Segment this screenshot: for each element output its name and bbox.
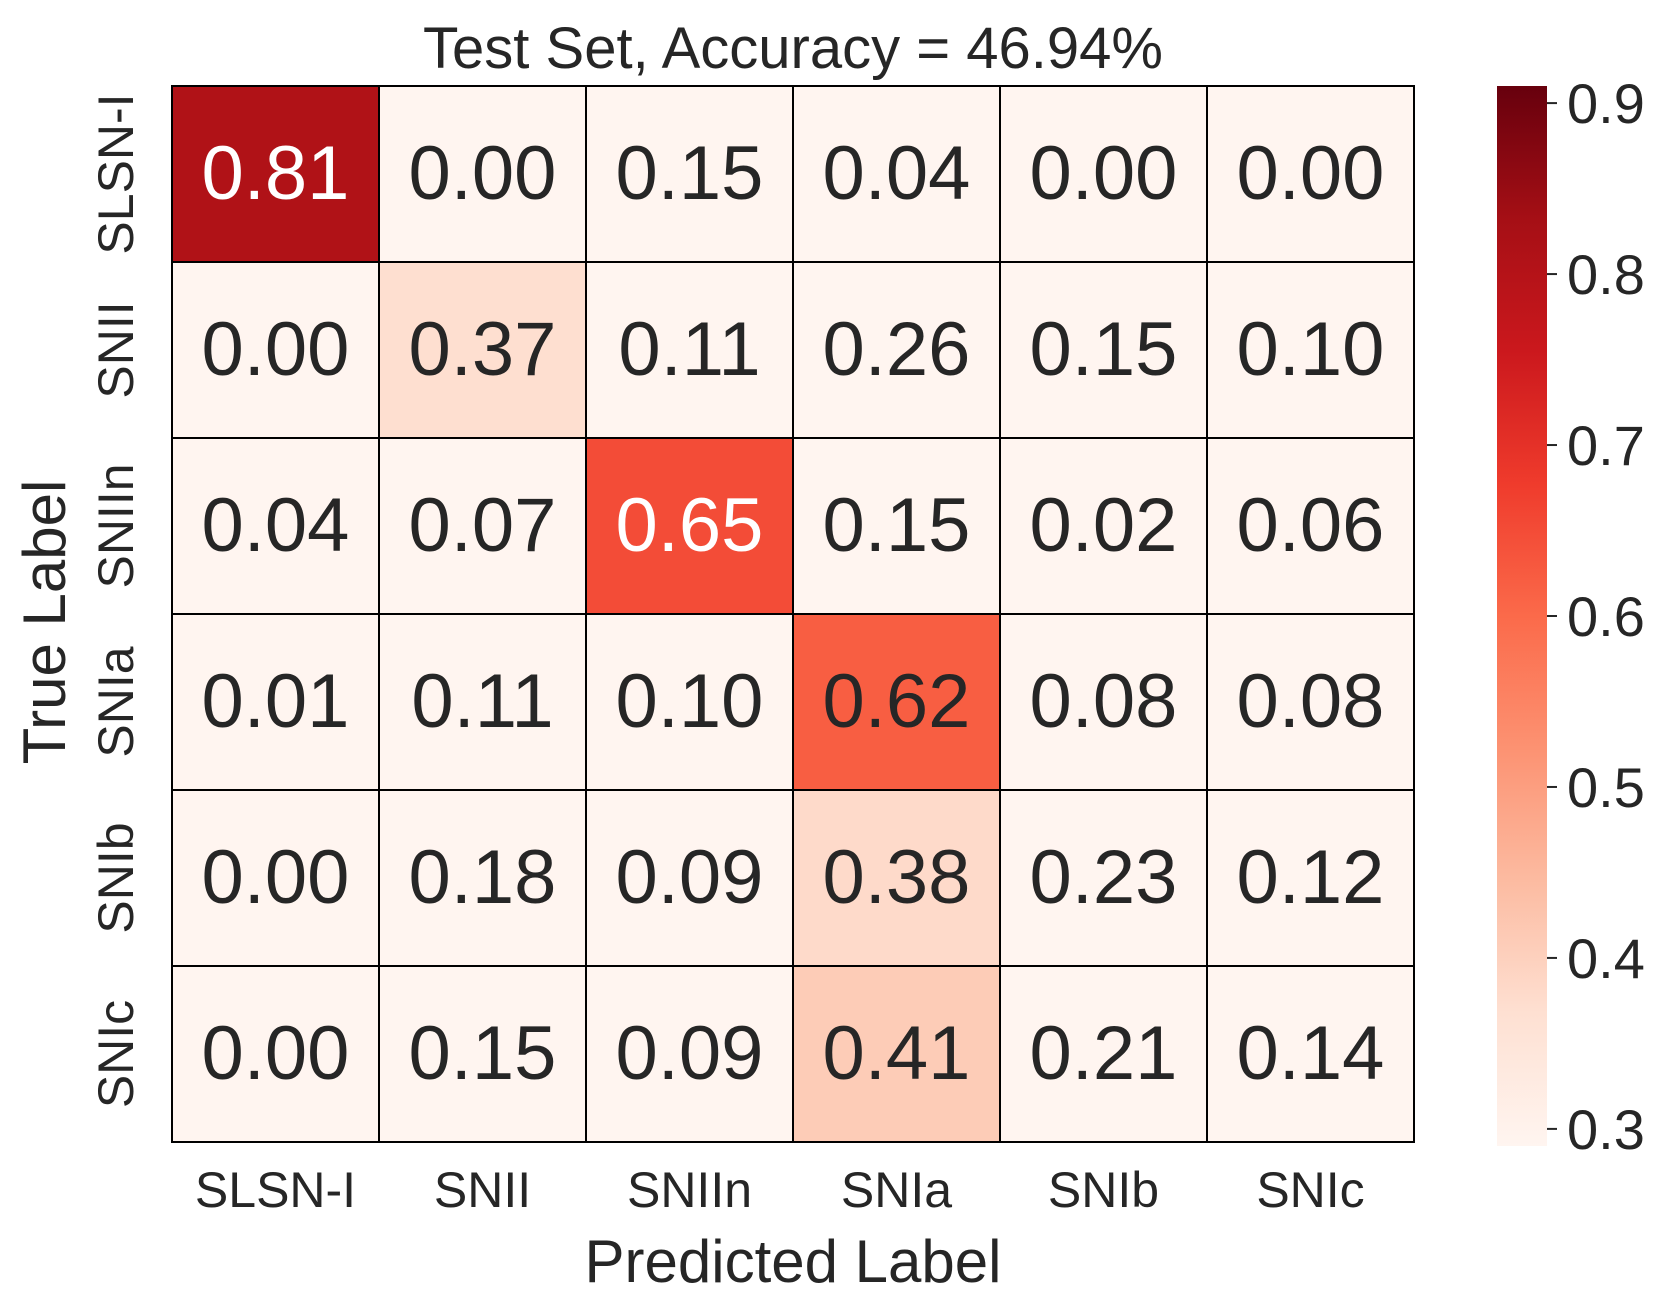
- heatmap-cell: [585, 85, 794, 263]
- cell-value-label: 0.00: [409, 131, 557, 216]
- heatmap-cell: [1206, 85, 1415, 263]
- colorbar-tick-label: 0.9: [1567, 72, 1645, 135]
- colorbar-tick-label: 0.4: [1567, 927, 1645, 990]
- heatmap-cell: [378, 613, 587, 791]
- cell-value-label: 0.00: [1237, 131, 1385, 216]
- cell-value-label: 0.37: [409, 307, 557, 392]
- y-tick-label: SLSN-I: [88, 93, 144, 254]
- cell-value-label: 0.23: [1030, 835, 1178, 920]
- cell-value-label: 0.38: [823, 835, 971, 920]
- cell-value-label: 0.00: [202, 835, 350, 920]
- heatmap-cell: [378, 437, 587, 615]
- cell-value-label: 0.15: [1030, 307, 1178, 392]
- heatmap-cell: [999, 613, 1208, 791]
- heatmap-cell: [171, 789, 380, 967]
- heatmap-cell: [171, 613, 380, 791]
- heatmap-cell: [999, 85, 1208, 263]
- cell-value-label: 0.15: [823, 483, 971, 568]
- y-axis-label: True Label: [11, 480, 78, 765]
- heatmap-cell: [1206, 437, 1415, 615]
- y-tick-label: SNIb: [88, 822, 144, 933]
- cell-value-label: 0.04: [823, 131, 971, 216]
- colorbar-tick-label: 0.5: [1567, 756, 1645, 819]
- x-tick-label: SLSN-I: [195, 1162, 356, 1218]
- heatmap-cell: [171, 965, 380, 1143]
- cell-value-label: 0.12: [1237, 835, 1385, 920]
- cell-value-label: 0.15: [616, 131, 764, 216]
- heatmap-cell: [585, 437, 794, 615]
- cell-value-label: 0.15: [409, 1011, 557, 1096]
- cell-value-label: 0.04: [202, 483, 350, 568]
- x-axis-label: Predicted Label: [585, 1228, 1002, 1295]
- colorbar-tick-label: 0.3: [1567, 1098, 1645, 1161]
- y-tick-label: SNIa: [88, 646, 144, 757]
- heatmap-cell: [999, 965, 1208, 1143]
- heatmap-cell: [792, 437, 1001, 615]
- cell-value-label: 0.21: [1030, 1011, 1178, 1096]
- y-tick-label: SNIc: [88, 1000, 144, 1108]
- heatmap-cell: [171, 437, 380, 615]
- cell-value-label: 0.01: [202, 659, 350, 744]
- cell-value-label: 0.09: [616, 835, 764, 920]
- cell-value-label: 0.41: [823, 1011, 971, 1096]
- x-tick-label: SNIc: [1256, 1162, 1364, 1218]
- heatmap-cell: [792, 789, 1001, 967]
- cell-value-label: 0.10: [616, 659, 764, 744]
- x-tick-labels: SLSN-I SNII SNIIn SNIa SNIb SNIc: [195, 1162, 1365, 1218]
- x-tick-label: SNIIn: [627, 1162, 752, 1218]
- heatmap-cell: [1206, 965, 1415, 1143]
- cell-value-label: 0.00: [202, 1011, 350, 1096]
- y-tick-label: SNIIn: [88, 463, 144, 588]
- cell-value-label: 0.65: [616, 483, 764, 568]
- cell-value-label: 0.10: [1237, 307, 1385, 392]
- heatmap-cells: 0.81 0.00 0.15 0.04 0.00 0.00 0.00 0.37 0.11 0.26…: [171, 85, 1415, 1143]
- cell-value-label: 0.08: [1237, 659, 1385, 744]
- heatmap-cell: [999, 437, 1208, 615]
- cell-value-label: 0.14: [1237, 1011, 1385, 1096]
- y-tick-label: SNII: [88, 301, 144, 398]
- colorbar-gradient: [1497, 86, 1547, 1146]
- heatmap-cell: [585, 613, 794, 791]
- x-tick-label: SNIa: [841, 1162, 952, 1218]
- heatmap-cell: [792, 261, 1001, 439]
- cell-value-label: 0.62: [823, 659, 971, 744]
- heatmap-cell: [1206, 613, 1415, 791]
- cell-value-label: 0.00: [1030, 131, 1178, 216]
- cell-value-label: 0.11: [411, 659, 553, 744]
- cell-value-label: 0.07: [409, 483, 557, 568]
- colorbar-tick-label: 0.8: [1567, 243, 1645, 306]
- cell-value-label: 0.06: [1237, 483, 1385, 568]
- heatmap-cell: [171, 85, 380, 263]
- cell-value-label: 0.09: [616, 1011, 764, 1096]
- heatmap-cell: [585, 789, 794, 967]
- colorbar-tick-label: 0.7: [1567, 414, 1645, 477]
- heatmap-cell: [378, 261, 587, 439]
- colorbar-tick-label: 0.6: [1567, 585, 1645, 648]
- cell-value-label: 0.02: [1030, 483, 1178, 568]
- cell-value-label: 0.26: [823, 307, 971, 392]
- heatmap-cell: [1206, 261, 1415, 439]
- heatmap-cell: [1206, 789, 1415, 967]
- heatmap-cell: [378, 85, 587, 263]
- cell-value-label: 0.18: [409, 835, 557, 920]
- colorbar: 0.3 0.4 0.5 0.6 0.7 0.8 0.9: [1497, 72, 1645, 1161]
- x-tick-label: SNIb: [1048, 1162, 1159, 1218]
- y-tick-labels: SLSN-I SNII SNIIn SNIa SNIb SNIc: [88, 93, 144, 1108]
- heatmap-cell: [999, 789, 1208, 967]
- chart-title: Test Set, Accuracy = 46.94%: [423, 16, 1163, 81]
- heatmap-cell: [792, 965, 1001, 1143]
- cell-value-label: 0.00: [202, 307, 350, 392]
- cell-value-label: 0.11: [618, 307, 760, 392]
- x-tick-label: SNII: [434, 1162, 531, 1218]
- cell-value-label: 0.08: [1030, 659, 1178, 744]
- heatmap-cell: [792, 85, 1001, 263]
- heatmap-cell: [792, 613, 1001, 791]
- cell-value-label: 0.81: [202, 131, 350, 216]
